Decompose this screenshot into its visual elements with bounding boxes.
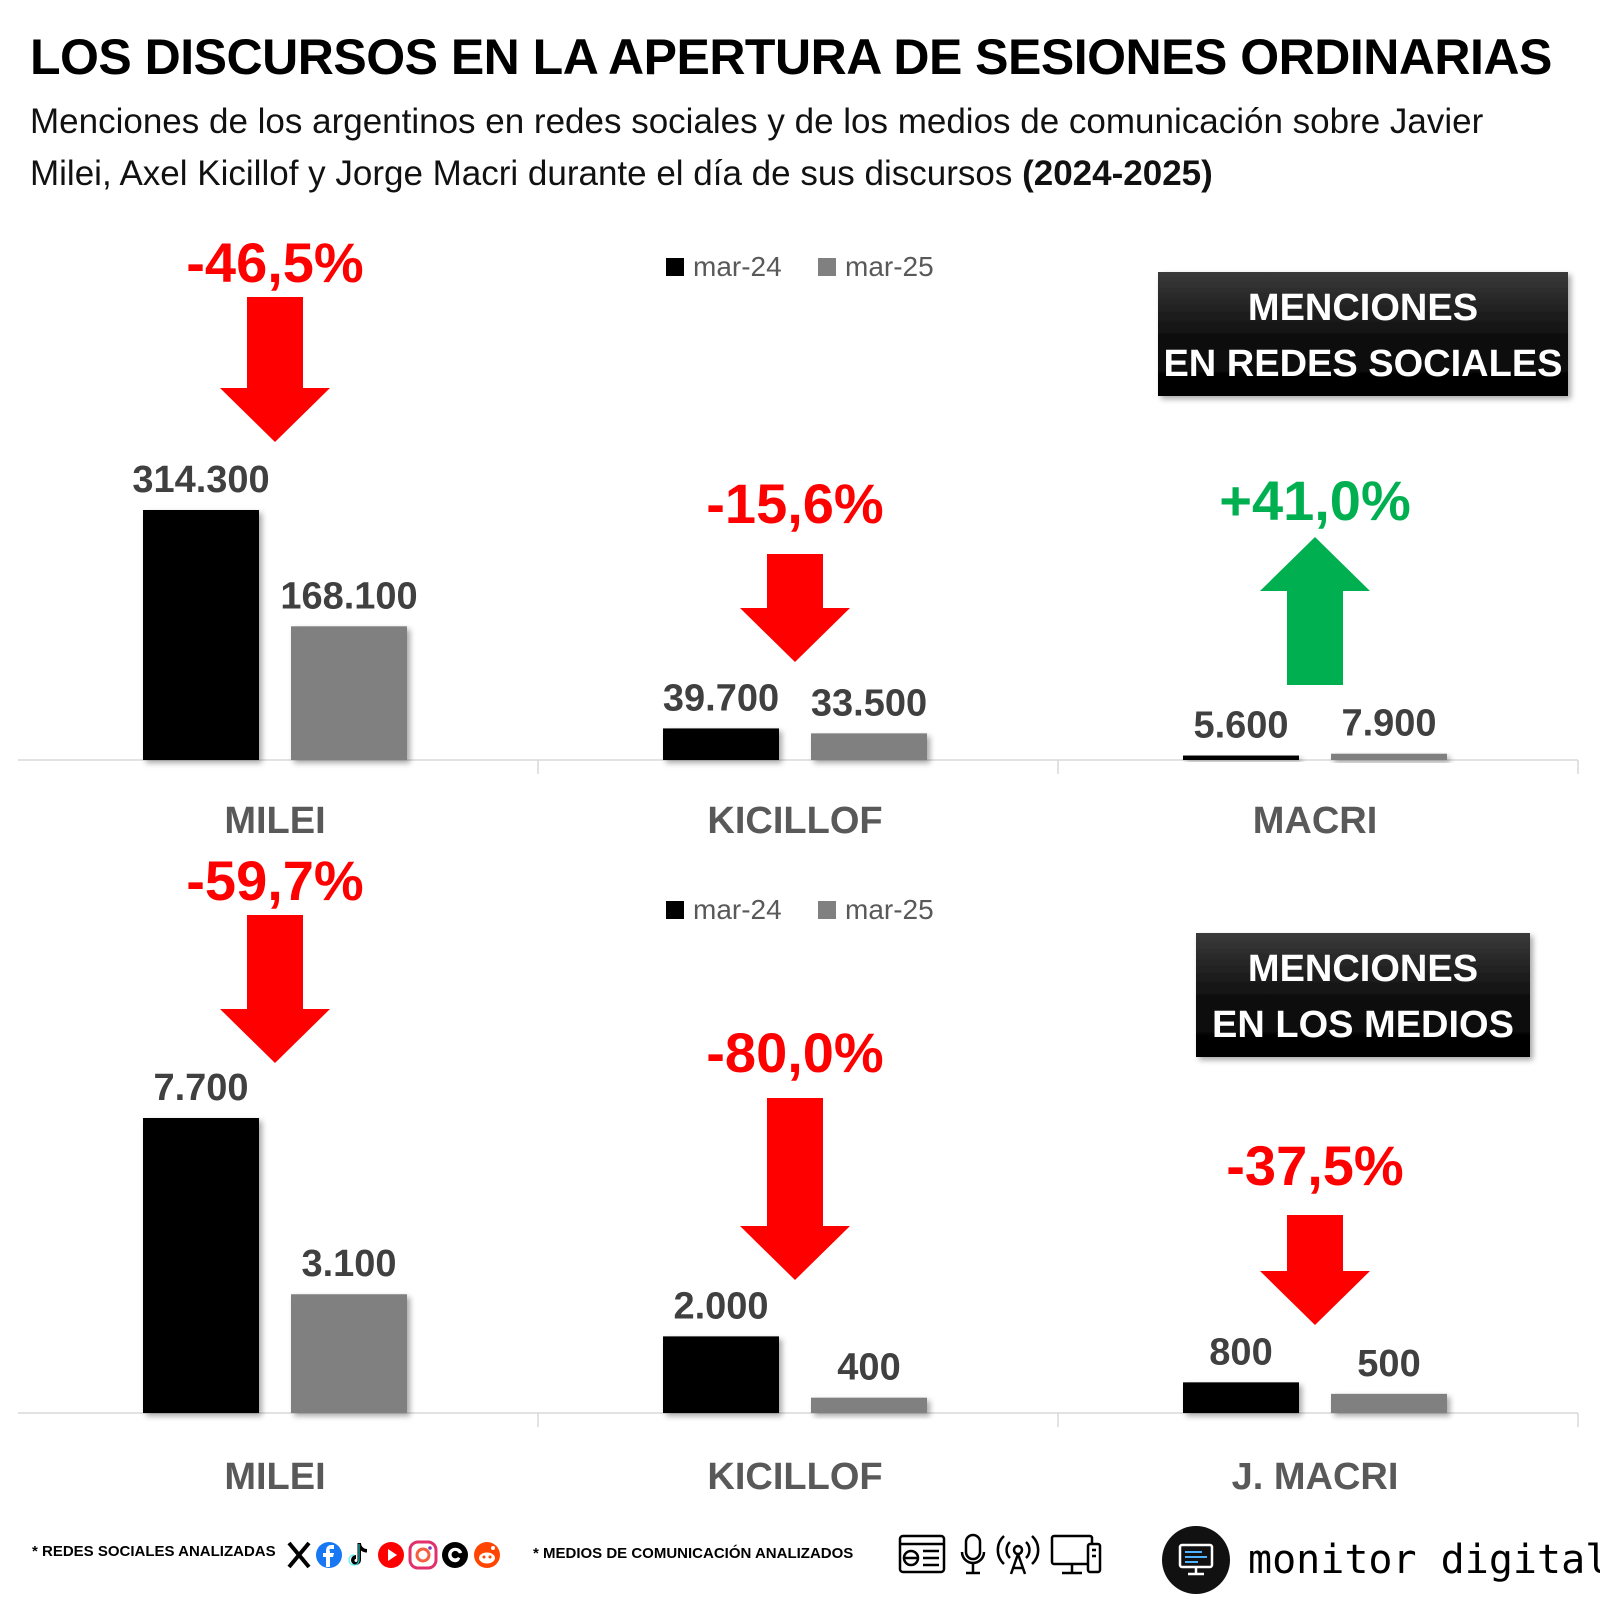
data-label: 314.300 (132, 459, 269, 501)
microphone-icon (960, 1533, 986, 1575)
bar-mar-25 (811, 1397, 927, 1413)
tiktok-icon (348, 1543, 367, 1566)
media-note: * MEDIOS DE COMUNICACIÓN ANALIZADOS (533, 1545, 854, 1562)
change-label: -80,0% (706, 1021, 883, 1084)
threads-icon (442, 1542, 468, 1568)
legend-label-mar-25: mar-25 (845, 894, 934, 925)
down-arrow-icon (1260, 1215, 1370, 1325)
subtitle-text: Menciones de los argentinos en redes soc… (30, 102, 1484, 193)
data-label: 400 (837, 1347, 900, 1389)
change-label: -15,6% (706, 472, 883, 535)
data-label: 33.500 (811, 682, 927, 724)
up-arrow-icon (1260, 537, 1370, 685)
data-label: 2.000 (673, 1285, 768, 1327)
bar-mar-25 (291, 626, 407, 760)
chart-title-box (1196, 933, 1530, 1057)
youtube-icon (378, 1542, 404, 1568)
data-label: 7.900 (1341, 703, 1436, 745)
legend-label-mar-24: mar-24 (693, 894, 782, 925)
bar-mar-24 (663, 1336, 779, 1413)
bar-mar-24 (143, 1118, 259, 1413)
bar-mar-24 (663, 728, 779, 760)
data-label: 500 (1357, 1343, 1420, 1385)
change-label: -37,5% (1226, 1134, 1403, 1197)
chart-title-line: EN LOS MEDIOS (1212, 1004, 1514, 1046)
radio-antenna-icon (996, 1535, 1040, 1575)
bar-mar-24 (1183, 755, 1299, 760)
data-label: 7.700 (153, 1067, 248, 1109)
brand-name: monitor digital (1248, 1537, 1600, 1583)
social-networks-note: * REDES SOCIALES ANALIZADAS (32, 1543, 276, 1560)
newspaper-icon (898, 1534, 946, 1574)
monitor-icon (1178, 1543, 1214, 1576)
legend-label-mar-25: mar-25 (845, 251, 934, 282)
legend-label-mar-24: mar-24 (693, 251, 782, 282)
change-label: -46,5% (186, 231, 363, 294)
subtitle-years: (2024-2025) (1022, 154, 1213, 193)
reddit-icon (474, 1542, 500, 1568)
social-icons (287, 1540, 500, 1570)
facebook-icon (316, 1542, 342, 1568)
change-label: -59,7% (186, 849, 363, 912)
chart-title-line: MENCIONES (1248, 287, 1478, 329)
category-label: KICILLOF (707, 1456, 882, 1498)
legend-swatch-mar-24 (666, 258, 684, 276)
data-label: 168.100 (280, 575, 417, 617)
legend-swatch-mar-24 (666, 901, 684, 919)
legend: mar-24 mar-25 (666, 894, 934, 925)
category-label: MILEI (224, 1456, 325, 1498)
category-label: KICILLOF (707, 800, 882, 842)
brand-logo (1162, 1526, 1230, 1594)
data-label: 5.600 (1193, 705, 1288, 747)
data-label: 39.700 (663, 677, 779, 719)
chart-title-box (1158, 272, 1568, 396)
category-label: J. MACRI (1232, 1456, 1399, 1498)
bar-mar-24 (143, 510, 259, 760)
tv-monitor-icon (1050, 1534, 1102, 1575)
bar-mar-25 (291, 1294, 407, 1413)
down-arrow-icon (220, 297, 330, 442)
category-label: MILEI (224, 800, 325, 842)
legend: mar-24 mar-25 (666, 251, 934, 282)
data-label: 3.100 (301, 1243, 396, 1285)
down-arrow-icon (220, 915, 330, 1063)
chart-title-line: EN REDES SOCIALES (1163, 343, 1562, 385)
legend-swatch-mar-25 (818, 901, 836, 919)
media-icons (898, 1533, 1102, 1575)
chart-title-line: MENCIONES (1248, 948, 1478, 990)
down-arrow-icon (740, 1098, 850, 1280)
bar-mar-24 (1183, 1382, 1299, 1413)
page-subtitle: Menciones de los argentinos en redes soc… (30, 96, 1570, 200)
change-label: +41,0% (1219, 469, 1411, 532)
legend-swatch-mar-25 (818, 258, 836, 276)
bar-mar-25 (1331, 753, 1447, 760)
instagram-icon (408, 1540, 438, 1570)
bar-mar-25 (811, 733, 927, 760)
category-label: MACRI (1253, 800, 1378, 842)
page-title: LOS DISCURSOS EN LA APERTURA DE SESIONES… (30, 29, 1552, 85)
down-arrow-icon (740, 554, 850, 662)
bar-mar-25 (1331, 1393, 1447, 1413)
x-icon (287, 1541, 311, 1569)
data-label: 800 (1209, 1331, 1272, 1373)
